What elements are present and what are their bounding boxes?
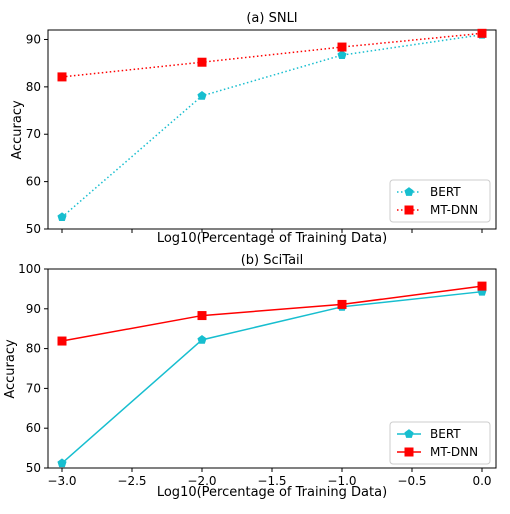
x-tick-label: −0.5: [397, 474, 426, 488]
legend-marker-mt-dnn: [404, 205, 414, 215]
data-point-mt-dnn: [477, 281, 487, 291]
legend-label-mt-dnn: MT-DNN: [430, 203, 478, 217]
data-point-mt-dnn: [337, 42, 347, 52]
legend-marker-bert: [404, 187, 414, 196]
legend-label-bert: BERT: [430, 185, 461, 199]
chart-snli: (a) SNLI 50 60 70 80 90 Log10(Percentage of …: [10, 11, 497, 246]
y-axis-label: Accuracy: [3, 339, 18, 399]
data-point-bert: [197, 335, 207, 344]
chart-title: (b) SciTail: [241, 253, 304, 268]
x-axis-label: Log10(Percentage of Training Data): [157, 231, 387, 246]
y-axis-label: Accuracy: [10, 100, 25, 160]
data-point-mt-dnn: [57, 72, 67, 82]
data-point-mt-dnn: [197, 311, 207, 321]
y-tick-label: 80: [26, 80, 41, 94]
legend: BERT MT-DNN: [389, 179, 491, 223]
x-tick-label: −2.0: [187, 474, 216, 488]
y-tick-label: 70: [26, 127, 41, 141]
y-tick-label: 50: [26, 222, 41, 236]
x-axis-label: Log10(Percentage of Training Data): [157, 485, 387, 500]
legend-label-mt-dnn: MT-DNN: [430, 445, 478, 459]
series-line-mt-dnn: [61, 285, 483, 342]
y-tick-label: 80: [26, 342, 41, 356]
series-line-mt-dnn: [61, 32, 483, 78]
y-tick-label: 60: [26, 175, 41, 189]
data-point-bert: [57, 458, 67, 468]
y-tick-label: 100: [18, 262, 41, 276]
y-tick-label: 60: [26, 421, 41, 435]
series-line-bert: [61, 33, 483, 218]
legend-marker-mt-dnn: [404, 447, 414, 457]
legend: BERT MT-DNN: [389, 421, 491, 465]
y-tick-label: 90: [26, 302, 41, 316]
y-tick-label: 90: [26, 32, 41, 46]
series-line-bert: [61, 290, 483, 464]
y-tick-label: 50: [26, 461, 41, 475]
x-tick-label: −3.0: [47, 474, 76, 488]
x-tick-label: −1.0: [327, 474, 356, 488]
data-point-bert: [57, 212, 67, 222]
legend-box: [389, 421, 491, 465]
data-point-bert: [337, 50, 347, 60]
y-tick-label: 70: [26, 381, 41, 395]
x-tick-label: 0.0: [472, 474, 491, 488]
legend-marker-bert: [404, 429, 414, 438]
data-point-mt-dnn: [477, 28, 487, 38]
data-point-mt-dnn: [57, 336, 67, 346]
chart-title: (a) SNLI: [246, 11, 297, 26]
legend-label-bert: BERT: [430, 427, 461, 441]
data-point-mt-dnn: [197, 57, 207, 67]
x-tick-label: −2.5: [117, 474, 146, 488]
legend-box: [389, 179, 491, 223]
data-point-bert: [197, 91, 207, 100]
chart-scitail: (b) SciTail −3.0 −2.5 −2.0 −1.5 −1.0 −0.5 0.0 …: [3, 253, 497, 500]
x-tick-label: −1.5: [257, 474, 286, 488]
data-point-mt-dnn: [337, 299, 347, 309]
